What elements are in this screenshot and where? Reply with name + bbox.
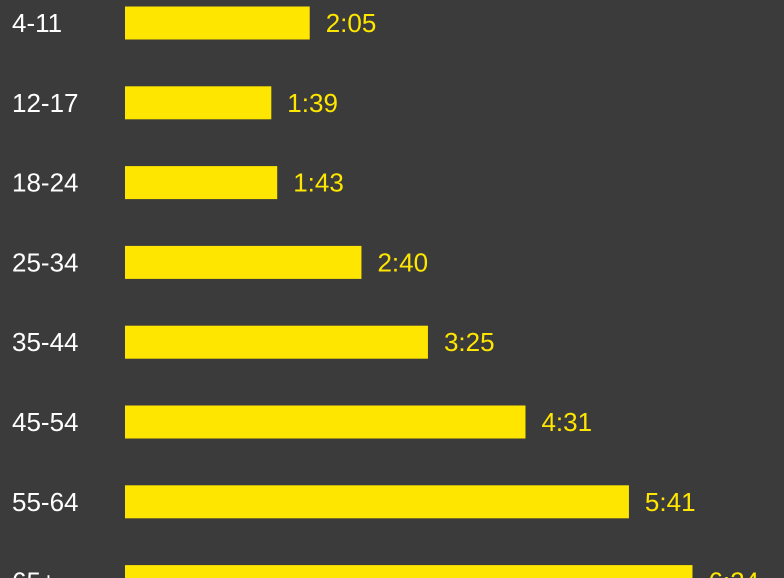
data-label: 1:39: [287, 88, 338, 118]
category-label: 18-24: [12, 168, 79, 198]
category-label: 45-54: [12, 407, 79, 437]
bar-row: 12-17 1:39: [12, 86, 338, 120]
data-label: 2:40: [377, 247, 428, 277]
data-label: 1:43: [293, 168, 344, 198]
category-label: 35-44: [12, 327, 79, 357]
bar: [125, 485, 629, 519]
bar-row: 65+ 6:24: [12, 565, 759, 578]
bar-row: 25-34 2:40: [12, 245, 428, 279]
bar: [125, 86, 272, 120]
data-label: 3:25: [444, 327, 495, 357]
bar: [125, 166, 278, 200]
bar: [125, 6, 310, 40]
bar-row: 55-64 5:41: [12, 485, 696, 519]
bar-row: 45-54 4:31: [12, 405, 592, 439]
category-label: 25-34: [12, 247, 79, 277]
bar: [125, 245, 362, 279]
data-label: 2:05: [326, 8, 377, 38]
bar-row: 18-24 1:43: [12, 166, 344, 200]
bar: [125, 325, 428, 359]
category-label: 4-11: [12, 8, 62, 38]
category-label: 65+: [12, 567, 56, 578]
bar-row: 4-11 2:05: [12, 6, 377, 40]
data-label: 5:41: [645, 487, 696, 517]
bar: [125, 565, 693, 578]
bar: [125, 405, 526, 439]
data-label: 6:24: [708, 567, 759, 578]
category-label: 12-17: [12, 88, 79, 118]
category-label: 55-64: [12, 487, 79, 517]
data-label: 4:31: [541, 407, 592, 437]
bar-row: 35-44 3:25: [12, 325, 495, 359]
